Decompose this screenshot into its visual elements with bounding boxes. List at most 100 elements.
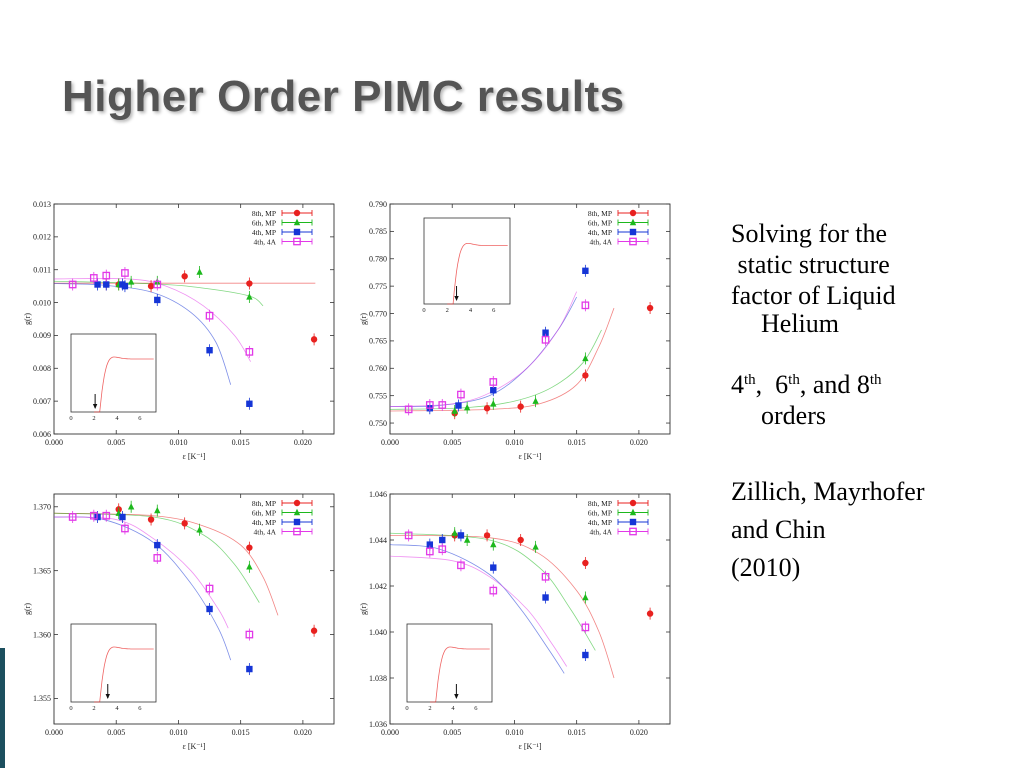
x-tick-label: 0.010	[169, 728, 187, 737]
data-point	[147, 282, 155, 290]
y-tick-label: 0.755	[369, 391, 387, 400]
y-tick-label: 1.355	[33, 694, 51, 703]
x-tick-label: 0.020	[630, 438, 648, 447]
data-point	[451, 529, 458, 536]
data-point	[541, 572, 550, 581]
y-tick-label: 1.042	[369, 582, 387, 591]
x-tick-label: 0.010	[505, 438, 523, 447]
data-point	[293, 518, 301, 526]
chart-top-left: 0.000 0.005 0.010 0.015 0.020 0.006 0.007 0.008…	[22, 196, 352, 476]
data-point	[532, 543, 539, 550]
inset-tick-label: 6	[474, 705, 478, 712]
fit-curve	[389, 535, 615, 679]
data-point	[490, 540, 497, 548]
data-point	[629, 209, 637, 217]
data-point	[489, 586, 498, 595]
series-points	[115, 503, 318, 637]
legend-label: 8th, MP	[588, 209, 612, 218]
series-points	[115, 500, 253, 573]
data-point	[542, 329, 549, 336]
data-point	[457, 390, 465, 399]
order-number: 4	[731, 370, 744, 399]
inset-plot: 0 2 4 6	[69, 623, 157, 712]
x-axis-label: ε [K⁻¹]	[182, 742, 205, 751]
citation-line: (2010)	[731, 553, 801, 582]
data-point	[206, 347, 213, 354]
data-point	[154, 541, 161, 549]
description-text: Solving for the static structure factor …	[731, 218, 1021, 619]
series-points	[404, 529, 590, 634]
legend-label: 4th, 4A	[590, 527, 613, 536]
data-point	[438, 545, 447, 554]
x-tick-label: 0.015	[232, 728, 250, 737]
data-point	[205, 311, 214, 320]
data-point	[581, 301, 590, 310]
legend-label: 4th, 4A	[590, 237, 613, 246]
legend-label: 8th, MP	[252, 499, 276, 508]
inset-tick-label: 4	[451, 705, 455, 712]
data-point	[103, 281, 110, 288]
inset-tick-label: 6	[492, 307, 496, 314]
data-point	[404, 405, 413, 414]
x-tick-label: 0.000	[45, 438, 63, 447]
chart-svg: 0.000 0.005 0.010 0.015 0.020 0.006 0.007 0.008…	[23, 200, 335, 461]
inset-arrow-head	[454, 296, 459, 301]
inset-tick-label: 2	[428, 705, 431, 712]
legend-label: 4th, 4A	[254, 237, 277, 246]
data-point	[121, 282, 129, 290]
data-point	[205, 584, 214, 593]
data-point	[483, 405, 491, 412]
data-point	[293, 228, 301, 236]
fit-curve	[53, 277, 251, 362]
text-line: factor of Liquid	[731, 281, 896, 310]
x-tick-label: 0.010	[169, 438, 187, 447]
y-tick-label: 1.365	[33, 566, 51, 575]
data-point	[581, 623, 590, 632]
text-line: Solving for the	[731, 219, 887, 248]
data-point	[457, 561, 465, 570]
chart-svg: 0.000 0.005 0.010 0.015 0.020 1.355 1.360 1.365…	[23, 493, 335, 751]
inset-frame	[70, 623, 157, 703]
legend-label: 8th, MP	[252, 209, 276, 218]
data-point	[196, 526, 203, 533]
accent-bar	[0, 648, 5, 768]
data-point	[439, 536, 446, 544]
data-point	[68, 513, 77, 521]
fit-curve	[389, 555, 568, 667]
data-point	[310, 627, 318, 634]
data-point	[246, 400, 253, 407]
inset-curve	[94, 356, 154, 413]
chart-top-right: 0.000 0.005 0.010 0.015 0.020 0.750 0.755 0.760…	[358, 196, 688, 476]
data-point	[490, 386, 497, 394]
data-point	[483, 532, 491, 539]
ordinal-suffix: th	[869, 372, 882, 388]
ordinal-suffix: th	[744, 372, 756, 388]
data-point	[102, 271, 111, 280]
y-tick-label: 0.760	[369, 364, 387, 373]
inset-plot: 0 2 4 6	[69, 333, 157, 422]
data-point	[489, 378, 498, 386]
x-tick-label: 0.005	[107, 728, 125, 737]
legend-label: 4th, MP	[588, 518, 612, 527]
inset-arrow-head	[92, 404, 98, 409]
y-axis-label: g(r)	[23, 313, 32, 325]
y-tick-label: 0.750	[369, 419, 387, 428]
inset-arrow-head	[454, 694, 459, 699]
x-tick-label: 0.005	[443, 728, 461, 737]
text-line: orders	[761, 401, 826, 430]
x-axis-label: ε [K⁻¹]	[182, 452, 205, 461]
data-point	[246, 563, 253, 570]
inset-tick-label: 6	[138, 415, 142, 422]
data-point	[293, 237, 301, 246]
data-point	[94, 281, 101, 288]
data-point	[542, 594, 549, 601]
data-point	[127, 503, 135, 510]
data-point	[246, 544, 253, 551]
data-point	[68, 280, 77, 289]
inset-curve	[447, 243, 508, 305]
y-tick-label: 0.010	[33, 298, 51, 307]
y-tick-label: 1.040	[369, 628, 387, 637]
series-points	[451, 527, 589, 604]
text-line: Helium	[761, 309, 839, 338]
